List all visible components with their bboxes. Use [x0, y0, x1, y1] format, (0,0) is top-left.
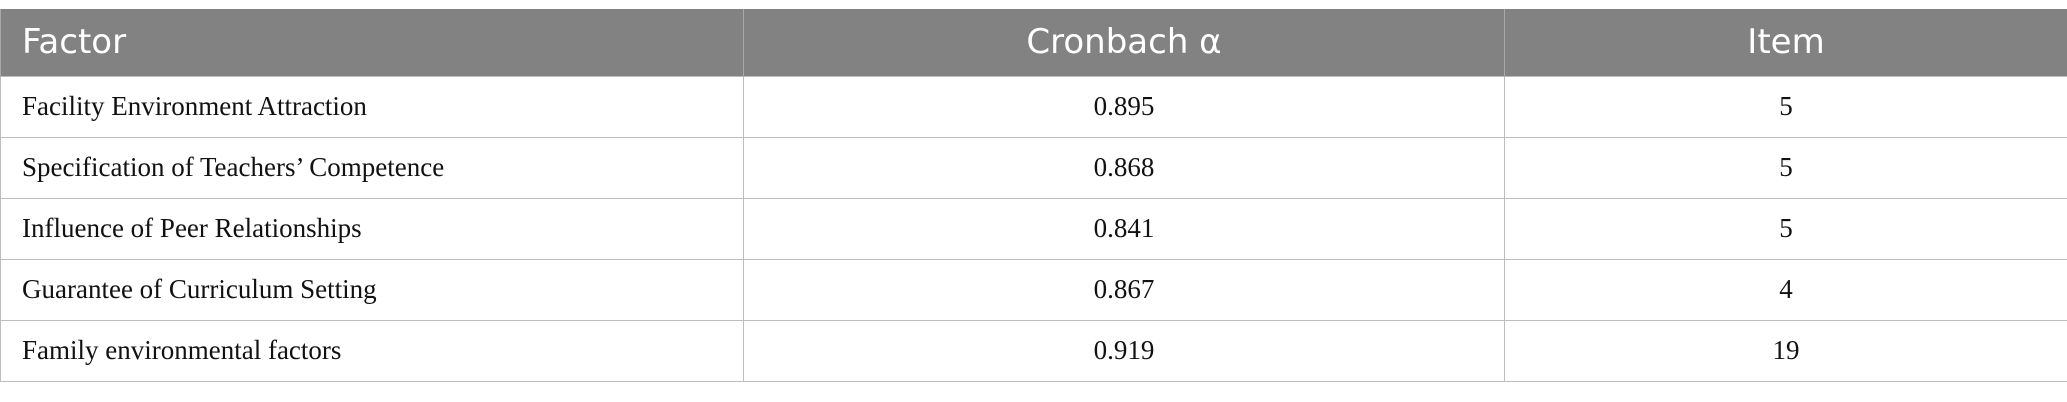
item-count-cell: 5	[1504, 75, 2067, 138]
factor-cell: Family environmental factors	[0, 319, 744, 382]
item-count-cell: 5	[1504, 136, 2067, 199]
table-row: Family environmental factors 0.919 19	[0, 319, 2067, 382]
reliability-table-container: Factor Cronbach α Item Facility Environm…	[0, 9, 2067, 382]
cronbach-alpha-cell: 0.841	[743, 197, 1505, 260]
header-cronbach-alpha: Cronbach α	[743, 9, 1505, 76]
cronbach-alpha-cell: 0.895	[743, 75, 1505, 138]
factor-cell: Influence of Peer Relationships	[0, 197, 744, 260]
factor-cell: Guarantee of Curriculum Setting	[0, 258, 744, 321]
table-row: Guarantee of Curriculum Setting 0.867 4	[0, 258, 2067, 321]
header-factor: Factor	[0, 9, 744, 76]
table-header: Factor Cronbach α Item	[0, 9, 2067, 76]
cronbach-alpha-cell: 0.868	[743, 136, 1505, 199]
item-count-cell: 19	[1504, 319, 2067, 382]
table-row: Facility Environment Attraction 0.895 5	[0, 75, 2067, 138]
factor-cell: Specification of Teachers’ Competence	[0, 136, 744, 199]
table-row: Specification of Teachers’ Competence 0.…	[0, 136, 2067, 199]
table-body: Facility Environment Attraction 0.895 5 …	[0, 75, 2067, 382]
item-count-cell: 4	[1504, 258, 2067, 321]
header-row: Factor Cronbach α Item	[0, 9, 2067, 76]
table-row: Influence of Peer Relationships 0.841 5	[0, 197, 2067, 260]
cronbach-alpha-cell: 0.867	[743, 258, 1505, 321]
reliability-table: Factor Cronbach α Item Facility Environm…	[0, 9, 2067, 382]
item-count-cell: 5	[1504, 197, 2067, 260]
header-item: Item	[1504, 9, 2067, 76]
cronbach-alpha-cell: 0.919	[743, 319, 1505, 382]
factor-cell: Facility Environment Attraction	[0, 75, 744, 138]
